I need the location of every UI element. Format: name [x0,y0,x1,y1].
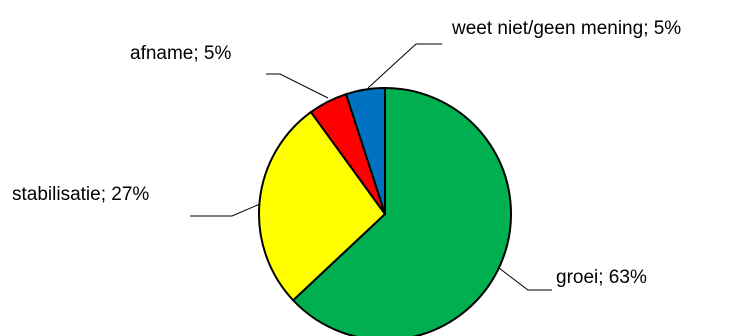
leader-lines [190,43,552,291]
slice-label-weet-niet: weet niet/geen mening; 5% [451,18,681,39]
slice-labels: groei; 63% stabilisatie; 27% afname; 5% … [12,18,681,288]
leader-line-afname [266,73,329,99]
slice-label-groei: groei; 63% [556,267,647,288]
pie-slice-stabilisatie [258,110,387,302]
leader-line-weet-niet [367,43,442,89]
pie-slices [258,86,512,336]
pie-slice-weet-niet-geen-mening [344,86,386,215]
slice-label-stabilisatie: stabilisatie; 27% [12,184,149,205]
leader-line-stabilisatie [190,203,261,217]
slice-label-afname: afname; 5% [130,43,231,64]
leader-line-groei [498,267,552,291]
